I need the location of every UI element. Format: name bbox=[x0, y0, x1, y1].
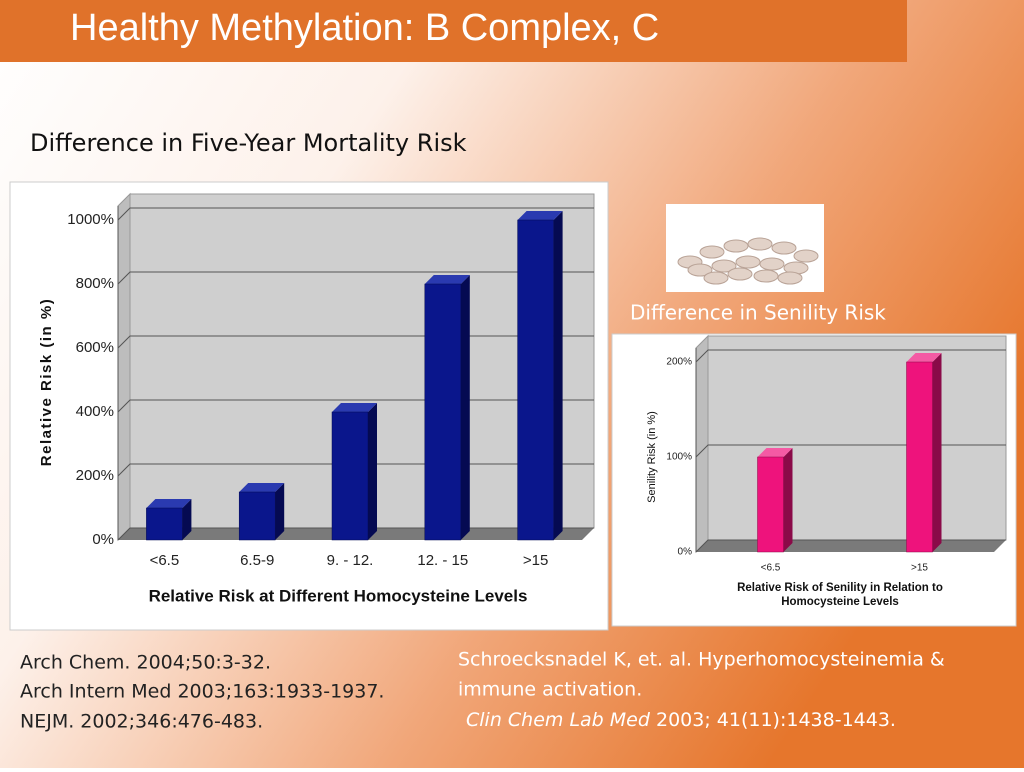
grid-line bbox=[117, 271, 594, 285]
chart-title: Difference in Senility Risk bbox=[630, 301, 886, 325]
bar-side bbox=[783, 448, 793, 552]
x-tick-label: >15 bbox=[523, 552, 548, 569]
bar-top bbox=[424, 275, 470, 284]
y-axis-label: Senility Risk (in %) bbox=[646, 411, 658, 503]
y-tick-label: 0% bbox=[678, 547, 693, 558]
bar-side bbox=[460, 275, 470, 540]
pills-image bbox=[666, 204, 824, 292]
side-wall bbox=[117, 192, 131, 542]
x-axis-label-box: Relative Risk of Senility in Relation to… bbox=[737, 582, 943, 608]
bar-side bbox=[275, 483, 285, 540]
side-wall bbox=[695, 334, 709, 554]
reference: immune activation. bbox=[458, 679, 642, 701]
bar-side bbox=[553, 211, 563, 540]
x-tick-label: 9. - 12. bbox=[327, 552, 374, 569]
x-tick-label: 12. - 15 bbox=[417, 552, 468, 569]
bar-top bbox=[517, 211, 563, 220]
y-axis-label: Relative Risk (in %) bbox=[38, 298, 55, 466]
grid-line bbox=[117, 207, 594, 221]
bar-top bbox=[239, 483, 285, 492]
bar-side bbox=[932, 353, 942, 552]
bar bbox=[331, 411, 369, 541]
x-tick-label: >15 bbox=[911, 563, 928, 574]
x-tick-label: 6.5-9 bbox=[240, 552, 274, 569]
floor bbox=[696, 540, 1006, 552]
reference: Arch Chem. 2004;50:3-32. bbox=[20, 652, 271, 674]
bar bbox=[906, 361, 933, 553]
reference: Clin Chem Lab Med 2003; 41(11):1438-1443… bbox=[466, 709, 896, 731]
y-tick-label: 0% bbox=[92, 531, 114, 548]
chart-title: Difference in Five-Year Mortality Risk bbox=[30, 129, 467, 157]
x-axis-label: Relative Risk of Senility in Relation to… bbox=[737, 582, 943, 608]
y-tick-label: 400% bbox=[76, 403, 114, 420]
title-bar bbox=[0, 0, 907, 62]
bar-top bbox=[332, 403, 377, 412]
bar-top bbox=[146, 499, 192, 508]
x-axis-label: Relative Risk at Different Homocysteine … bbox=[149, 586, 528, 605]
bar bbox=[146, 507, 183, 541]
bar bbox=[424, 283, 462, 541]
y-tick-label: 800% bbox=[76, 275, 114, 292]
bar-top bbox=[757, 448, 793, 457]
y-tick-label: 1000% bbox=[67, 211, 114, 228]
back-wall bbox=[707, 335, 1007, 541]
bar-side bbox=[368, 403, 377, 540]
x-tick-label: <6.5 bbox=[761, 563, 781, 574]
slide-title: Healthy Methylation: B Complex, C bbox=[70, 7, 659, 49]
reference: NEJM. 2002;346:476-483. bbox=[20, 711, 263, 733]
bar bbox=[757, 456, 784, 553]
citation-details: 2003; 41(11):1438-1443. bbox=[656, 709, 896, 731]
y-tick-label: 100% bbox=[666, 452, 692, 463]
y-tick-label: 200% bbox=[76, 467, 114, 484]
x-tick-label: <6.5 bbox=[150, 552, 180, 569]
bar bbox=[517, 219, 554, 541]
y-tick-label: 200% bbox=[666, 357, 692, 368]
citation-journal: Clin Chem Lab Med bbox=[466, 709, 651, 731]
reference: Schroecksnadel K, et. al. Hyperhomocyste… bbox=[458, 649, 945, 671]
reference: Arch Intern Med 2003;163:1933-1937. bbox=[20, 681, 384, 703]
bar-top bbox=[906, 353, 942, 362]
bar-side bbox=[182, 499, 192, 540]
grid-line bbox=[695, 349, 1006, 363]
bar bbox=[238, 491, 276, 541]
y-tick-label: 600% bbox=[76, 339, 114, 356]
